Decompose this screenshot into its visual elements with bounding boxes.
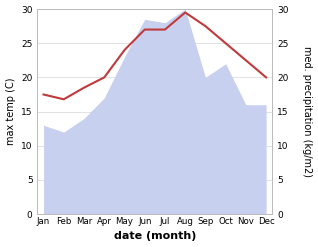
X-axis label: date (month): date (month) (114, 231, 196, 242)
Y-axis label: max temp (C): max temp (C) (5, 78, 16, 145)
Y-axis label: med. precipitation (kg/m2): med. precipitation (kg/m2) (302, 46, 313, 177)
